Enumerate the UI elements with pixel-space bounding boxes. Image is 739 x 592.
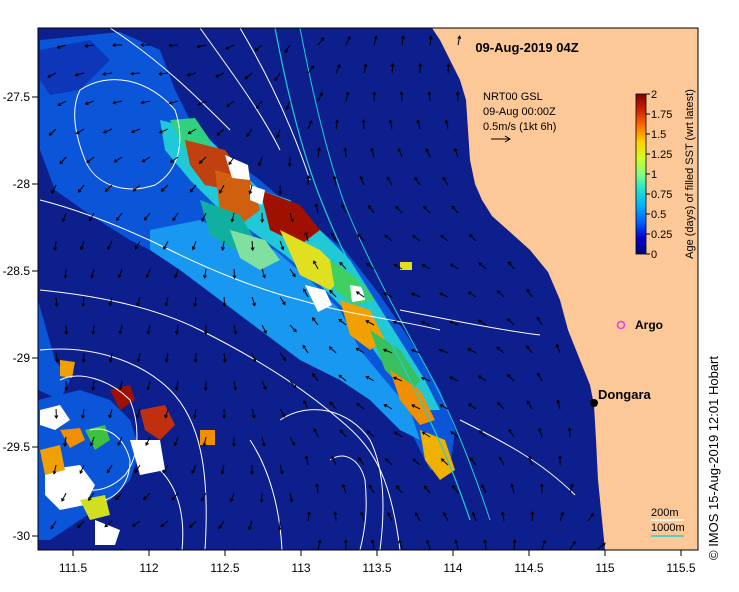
axis-ticks — [32, 96, 682, 556]
y-tick-label: -28 — [13, 177, 31, 191]
place-label-argo: Argo — [635, 318, 663, 332]
colorbar-tick-label: 0.75 — [651, 189, 672, 201]
x-tick-label: 111.5 — [59, 561, 88, 575]
colorbar-ticks: 0 0.25 0.5 0.75 1 1.25 1.5 1.75 2 — [646, 89, 672, 261]
y-tick-label: -30 — [13, 529, 31, 543]
colorbar-tick-label: 0.25 — [651, 229, 672, 241]
y-tick-label: -29.5 — [3, 440, 31, 454]
credit-text: © IMOS 15-Aug-2019 12:01 Hobart — [706, 356, 721, 560]
x-tick-label: 115 — [595, 561, 614, 575]
plot-frame — [37, 27, 699, 551]
colorbar-tick-label: 2 — [651, 89, 657, 101]
colorbar — [635, 93, 647, 255]
current-source: NRT00 GSL — [483, 91, 543, 103]
y-tick-label: -27.5 — [3, 90, 31, 104]
x-tick-label: 112.5 — [210, 561, 239, 575]
current-time: 09-Aug 00:00Z — [483, 106, 556, 118]
isobath-1000m — [274, 28, 471, 521]
x-tick-label: 114.5 — [514, 561, 543, 575]
argo-marker — [616, 320, 626, 330]
isobath-label-1000m: 1000m — [651, 522, 685, 534]
current-scale: 0.5m/s (1kt 6h) — [483, 121, 556, 133]
colorbar-tick-label: 0 — [651, 249, 657, 261]
y-tick-label: -28.5 — [3, 264, 31, 278]
reference-arrow — [491, 135, 511, 143]
x-tick-label: 113.5 — [362, 561, 391, 575]
isobath-label-200m: 200m — [651, 507, 679, 519]
colorbar-label: Age (days) of filled SST (wrt latest) — [684, 89, 696, 259]
colorbar-tick-label: 1.5 — [651, 129, 666, 141]
colorbar-tick-label: 1 — [651, 169, 657, 181]
map-title: 09-Aug-2019 04Z — [475, 40, 578, 55]
colorbar-tick-label: 0.5 — [651, 209, 666, 221]
dongara-marker — [590, 399, 598, 407]
land — [432, 28, 698, 550]
place-label-dongara: Dongara — [598, 387, 652, 402]
sea-level-contours — [39, 28, 576, 550]
colorbar-tick-label: 1.75 — [651, 109, 672, 121]
x-tick-label: 115.5 — [666, 561, 695, 575]
x-tick-label: 114 — [443, 561, 462, 575]
colorbar-tick-label: 1.25 — [651, 149, 672, 161]
current-vectors — [47, 35, 606, 550]
sst-age-field — [38, 32, 455, 545]
isobath-200m — [299, 28, 491, 521]
x-tick-label: 113 — [291, 561, 310, 575]
x-tick-label: 112 — [139, 561, 158, 575]
y-tick-label: -29 — [13, 351, 31, 365]
